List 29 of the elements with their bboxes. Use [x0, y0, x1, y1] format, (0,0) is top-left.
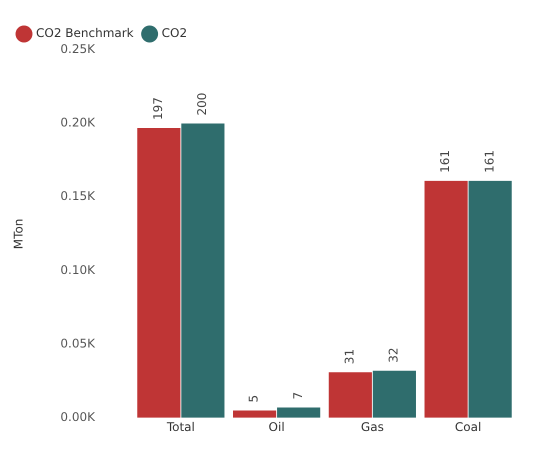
bar — [233, 410, 276, 418]
data-label: 161 — [438, 150, 452, 173]
x-tick-label: Gas — [360, 420, 384, 434]
x-tick-label: Total — [166, 420, 195, 434]
y-axis-title: MTon — [11, 218, 26, 250]
bar — [424, 180, 468, 418]
y-tick-label: 0.00K — [60, 410, 96, 424]
bar — [468, 180, 512, 418]
data-label: 200 — [195, 92, 210, 116]
x-tick-label: Coal — [454, 420, 482, 434]
bar — [181, 124, 224, 418]
data-label: 32 — [386, 347, 401, 363]
data-label: 161 — [482, 150, 496, 173]
bar — [137, 128, 180, 418]
y-tick-label: 0.10K — [60, 262, 96, 277]
data-label: 5 — [246, 394, 261, 402]
bar — [328, 372, 372, 418]
y-tick-label: 0.15K — [60, 189, 96, 204]
y-tick-label: 0.25K — [60, 42, 96, 56]
data-label: 7 — [290, 392, 305, 400]
legend-label: CO2 Benchmark — [36, 26, 134, 40]
legend-label: CO2 — [162, 26, 188, 40]
x-tick-label: Oil — [268, 420, 285, 434]
y-tick-label: 0.05K — [60, 336, 96, 350]
data-label: 197 — [150, 97, 165, 120]
y-tick-label: 0.20K — [60, 116, 96, 130]
bar — [277, 408, 320, 418]
bar — [372, 370, 416, 418]
data-label: 31 — [342, 348, 356, 364]
